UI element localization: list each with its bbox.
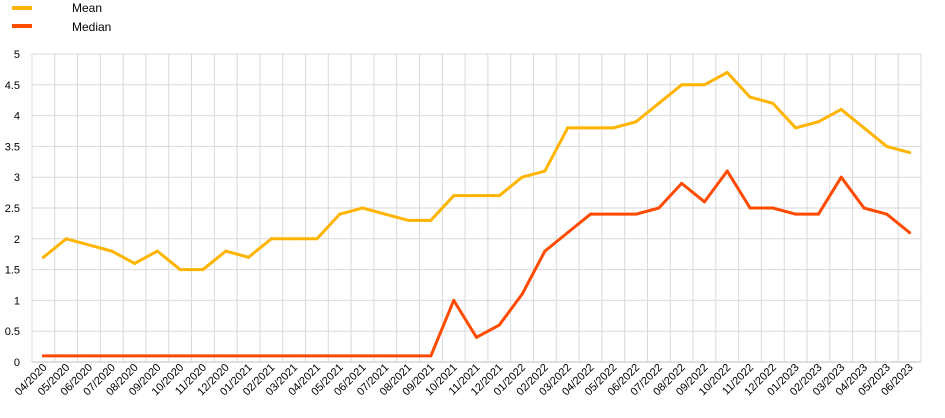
y-tick-label: 2.5	[5, 203, 20, 215]
data-point-median	[520, 292, 524, 296]
data-point-mean	[634, 120, 638, 124]
series-lines	[41, 70, 912, 358]
data-point-mean	[611, 126, 615, 130]
data-point-mean	[41, 255, 45, 259]
y-tick-label: 4	[14, 111, 20, 123]
y-tick-label: 1.5	[5, 265, 20, 277]
data-point-mean	[452, 194, 456, 198]
data-point-median	[201, 354, 205, 358]
data-point-median	[452, 298, 456, 302]
data-point-median	[725, 169, 729, 173]
data-point-median	[794, 212, 798, 216]
data-point-mean	[201, 268, 205, 272]
data-point-mean	[64, 237, 68, 241]
data-point-mean	[862, 126, 866, 130]
data-point-mean	[475, 194, 478, 198]
y-tick-label: 3	[14, 172, 20, 184]
data-point-median	[315, 354, 319, 358]
data-point-mean	[133, 261, 137, 265]
data-point-mean	[315, 237, 319, 241]
data-point-mean	[178, 268, 182, 272]
data-point-median	[657, 206, 661, 210]
legend-label-median: Median	[72, 20, 111, 34]
data-point-median	[247, 354, 251, 358]
y-tick-label: 4.5	[5, 80, 20, 92]
y-tick-label: 5	[14, 49, 20, 61]
data-point-mean	[87, 243, 91, 247]
series-line-mean	[41, 70, 912, 272]
data-point-median	[908, 231, 912, 235]
data-point-median	[292, 354, 296, 358]
x-axis: 04/202005/202006/202007/202008/202009/20…	[13, 362, 916, 399]
data-point-median	[611, 212, 615, 216]
data-point-mean	[885, 144, 889, 148]
data-point-median	[361, 354, 365, 358]
data-point-mean	[110, 249, 114, 253]
data-point-median	[224, 354, 228, 358]
data-point-mean	[224, 249, 228, 253]
data-point-median	[41, 354, 45, 358]
legend: Mean Median	[12, 1, 111, 34]
data-point-mean	[908, 151, 912, 155]
data-point-mean	[680, 83, 684, 87]
data-point-median	[64, 354, 68, 358]
y-tick-label: 0	[14, 357, 20, 369]
data-point-mean	[748, 95, 752, 99]
data-point-median	[839, 175, 843, 179]
data-point-mean	[520, 175, 524, 179]
data-point-median	[155, 354, 159, 358]
data-point-mean	[155, 249, 159, 253]
data-point-mean	[794, 126, 798, 130]
y-axis: 0 0.5 1 1.5 2 2.5 3 3.5 4 4.5 5	[5, 49, 20, 369]
data-point-median	[338, 354, 342, 358]
data-point-median	[178, 354, 182, 358]
data-point-mean	[406, 218, 410, 222]
data-point-median	[588, 212, 592, 216]
data-point-mean	[292, 237, 296, 241]
data-point-median	[133, 354, 137, 358]
y-tick-label: 2	[14, 234, 20, 246]
data-point-median	[816, 212, 820, 216]
data-point-median	[429, 354, 433, 358]
data-point-median	[680, 181, 684, 185]
data-point-median	[543, 249, 547, 253]
data-point-median	[497, 323, 501, 327]
data-point-mean	[657, 101, 661, 105]
data-point-median	[475, 335, 478, 339]
data-point-mean	[338, 212, 342, 216]
data-point-median	[748, 206, 752, 210]
data-point-mean	[269, 237, 273, 241]
data-point-median	[110, 354, 114, 358]
data-point-mean	[543, 169, 547, 173]
data-point-mean	[429, 218, 433, 222]
data-point-mean	[771, 101, 775, 105]
y-tick-label: 3.5	[5, 141, 20, 153]
data-point-mean	[383, 212, 387, 216]
data-point-median	[702, 200, 706, 204]
data-point-mean	[247, 255, 251, 259]
data-point-median	[885, 212, 889, 216]
data-point-mean	[702, 83, 706, 87]
data-point-median	[862, 206, 866, 210]
data-point-median	[771, 206, 775, 210]
legend-label-mean: Mean	[72, 1, 102, 15]
data-point-mean	[725, 70, 729, 74]
data-point-mean	[588, 126, 592, 130]
data-point-mean	[566, 126, 570, 130]
data-point-median	[383, 354, 387, 358]
data-point-mean	[839, 107, 843, 111]
data-point-mean	[361, 206, 365, 210]
data-point-median	[634, 212, 638, 216]
y-tick-label: 1	[14, 295, 20, 307]
data-point-median	[269, 354, 273, 358]
data-point-mean	[816, 120, 820, 124]
y-tick-label: 0.5	[5, 326, 20, 338]
data-point-mean	[497, 194, 501, 198]
data-point-median	[87, 354, 91, 358]
data-point-median	[406, 354, 410, 358]
data-point-median	[566, 231, 570, 235]
grid	[31, 53, 922, 363]
